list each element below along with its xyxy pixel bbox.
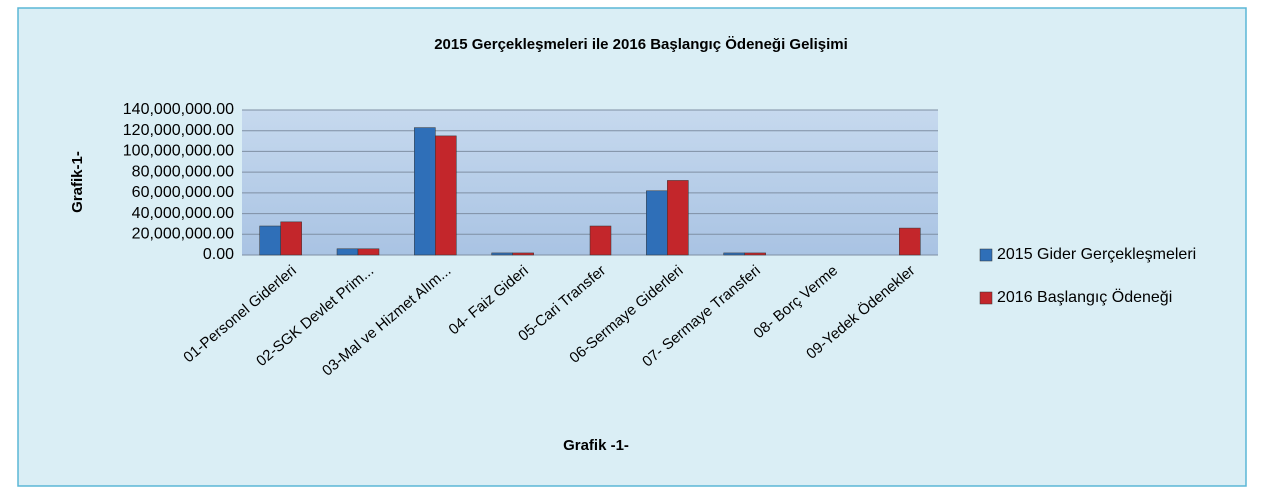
bar: [491, 252, 513, 256]
bar: [259, 225, 281, 256]
legend-label: 2015 Gider Gerçekleşmeleri: [997, 246, 1196, 263]
y-tick-label: 60,000,000.00: [132, 184, 234, 201]
bar: [667, 180, 689, 256]
bar: [899, 227, 921, 256]
y-tick-label: 120,000,000.00: [123, 122, 234, 139]
legend-swatch: [979, 248, 993, 262]
y-tick-label: 100,000,000.00: [123, 143, 234, 160]
y-tick-label: 80,000,000.00: [132, 163, 234, 180]
bar: [280, 221, 302, 256]
x-axis-title: Grafik -1-: [563, 437, 629, 454]
y-axis-title: Grafik-1-: [69, 151, 86, 213]
bar: [414, 127, 436, 256]
bar: [336, 248, 359, 256]
legend-swatch: [979, 291, 993, 305]
y-tick-label: 140,000,000.00: [123, 101, 234, 118]
bar: [723, 252, 745, 256]
bar: [435, 135, 457, 256]
bar: [646, 190, 668, 256]
bar: [744, 252, 766, 256]
y-tick-label: 20,000,000.00: [132, 226, 234, 243]
legend-label: 2016 Başlangıç Ödeneği: [997, 288, 1172, 306]
bar: [589, 225, 612, 256]
bar: [357, 248, 380, 256]
y-tick-label: 0.00: [203, 246, 234, 263]
chart-title: 2015 Gerçekleşmeleri ile 2016 Başlangıç …: [434, 36, 848, 53]
bar: [512, 252, 534, 256]
y-tick-label: 40,000,000.00: [132, 205, 234, 222]
